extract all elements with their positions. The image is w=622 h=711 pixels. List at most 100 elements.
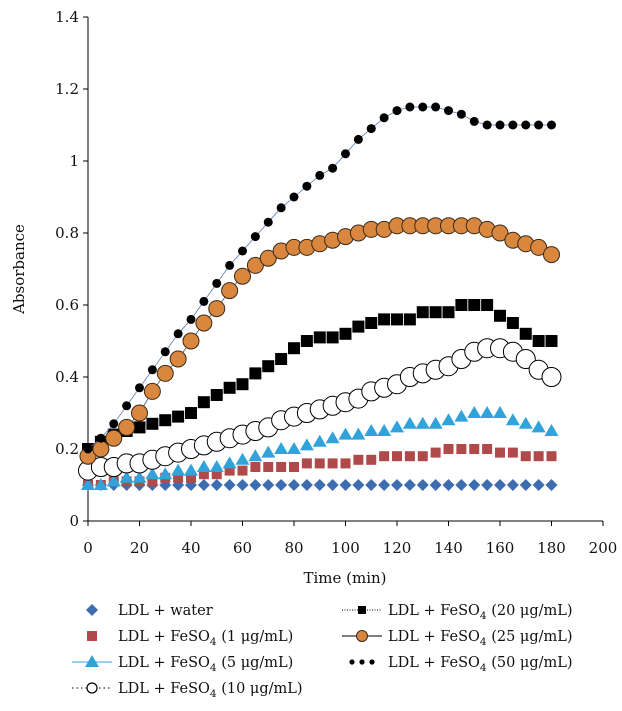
data-point — [467, 406, 482, 418]
data-point — [353, 454, 364, 465]
legend-label: LDL + water — [118, 603, 213, 619]
data-point — [197, 479, 210, 491]
data-point — [210, 479, 223, 491]
data-point — [276, 462, 287, 472]
data-point — [469, 116, 479, 126]
data-point — [313, 479, 326, 491]
data-point — [132, 470, 147, 483]
data-point — [351, 427, 366, 440]
data-point — [494, 309, 506, 322]
data-point — [442, 306, 455, 319]
data-point — [224, 465, 235, 476]
data-point — [416, 479, 429, 491]
data-point — [455, 299, 468, 311]
data-point — [482, 120, 492, 130]
data-point — [262, 479, 275, 491]
data-point — [261, 445, 276, 458]
x-tick-label: 100 — [331, 539, 360, 557]
data-point — [403, 479, 416, 491]
legend-item: LDL + FeSO4 (25 μg/mL) — [342, 629, 573, 648]
data-point — [352, 479, 365, 491]
data-point — [96, 433, 106, 443]
x-tick-label: 20 — [130, 539, 149, 557]
data-point — [392, 106, 402, 116]
data-point — [159, 414, 172, 427]
data-point — [263, 462, 274, 472]
data-point — [532, 479, 545, 491]
legend-marker — [356, 630, 368, 642]
legend-item: LDL + FeSO4 (1 μg/mL) — [87, 629, 293, 648]
data-point — [481, 479, 494, 491]
data-point — [147, 365, 157, 375]
data-point — [237, 465, 248, 476]
x-tick-label: 80 — [284, 539, 303, 557]
data-point — [250, 462, 261, 472]
data-point — [430, 447, 441, 458]
legend-item: LDL + water — [86, 603, 213, 619]
legend-marker — [86, 604, 98, 616]
data-point — [521, 120, 531, 130]
data-point — [249, 479, 262, 491]
data-point — [208, 300, 226, 318]
data-point — [275, 353, 288, 365]
legend-label: LDL + FeSO4 (25 μg/mL) — [388, 629, 573, 648]
data-point — [530, 238, 548, 256]
legend-label-main: LDL + FeSO — [118, 681, 210, 697]
data-point — [429, 306, 442, 319]
data-point — [209, 460, 224, 472]
x-tick-label: 140 — [434, 539, 463, 557]
data-point — [391, 313, 403, 326]
data-point — [119, 470, 134, 483]
data-point — [366, 454, 377, 465]
data-point — [547, 120, 556, 130]
legend-marker — [359, 659, 365, 665]
data-point — [403, 313, 416, 326]
data-point — [402, 416, 417, 429]
data-point — [197, 396, 210, 409]
data-point — [315, 170, 325, 180]
legend-label-main: LDL + FeSO — [388, 655, 480, 671]
data-point — [326, 479, 339, 491]
data-point — [454, 409, 469, 422]
legend-label-sub: 4 — [210, 662, 217, 674]
data-point — [199, 296, 209, 306]
data-point — [444, 106, 453, 116]
series-4 — [82, 299, 558, 455]
legend-label-tail: (1 μg/mL) — [217, 629, 294, 645]
data-point — [534, 120, 544, 130]
data-point — [274, 442, 289, 454]
data-point — [169, 350, 187, 368]
legend-item: LDL + FeSO4 (50 μg/mL) — [349, 655, 573, 674]
axes — [87, 17, 603, 522]
data-point — [276, 203, 286, 213]
legend-label: LDL + FeSO4 (1 μg/mL) — [118, 629, 293, 648]
data-point — [545, 335, 558, 347]
data-point — [379, 113, 389, 123]
data-point — [416, 306, 429, 319]
data-point — [417, 451, 428, 462]
data-point — [236, 479, 249, 491]
series-2 — [81, 406, 559, 490]
data-point — [173, 329, 183, 339]
data-point — [184, 463, 198, 476]
data-point — [289, 192, 299, 202]
data-point — [519, 327, 532, 340]
data-point — [545, 479, 558, 491]
data-point — [431, 102, 441, 112]
data-point — [145, 467, 160, 480]
data-point — [147, 476, 158, 487]
data-point — [275, 479, 288, 491]
x-tick-label: 200 — [589, 539, 618, 557]
data-point — [105, 429, 123, 447]
legend-label-tail: (50 μg/mL) — [487, 655, 573, 671]
data-point — [182, 332, 200, 350]
data-point — [469, 444, 480, 454]
y-tick-label: 0.6 — [55, 296, 79, 314]
data-point — [404, 451, 415, 462]
legend-label: LDL + FeSO4 (50 μg/mL) — [388, 655, 573, 674]
legend-item: LDL + FeSO4 (20 μg/mL) — [342, 603, 573, 622]
data-point — [443, 444, 454, 454]
data-point — [259, 249, 277, 267]
legend-label-main: LDL + FeSO — [388, 603, 480, 619]
